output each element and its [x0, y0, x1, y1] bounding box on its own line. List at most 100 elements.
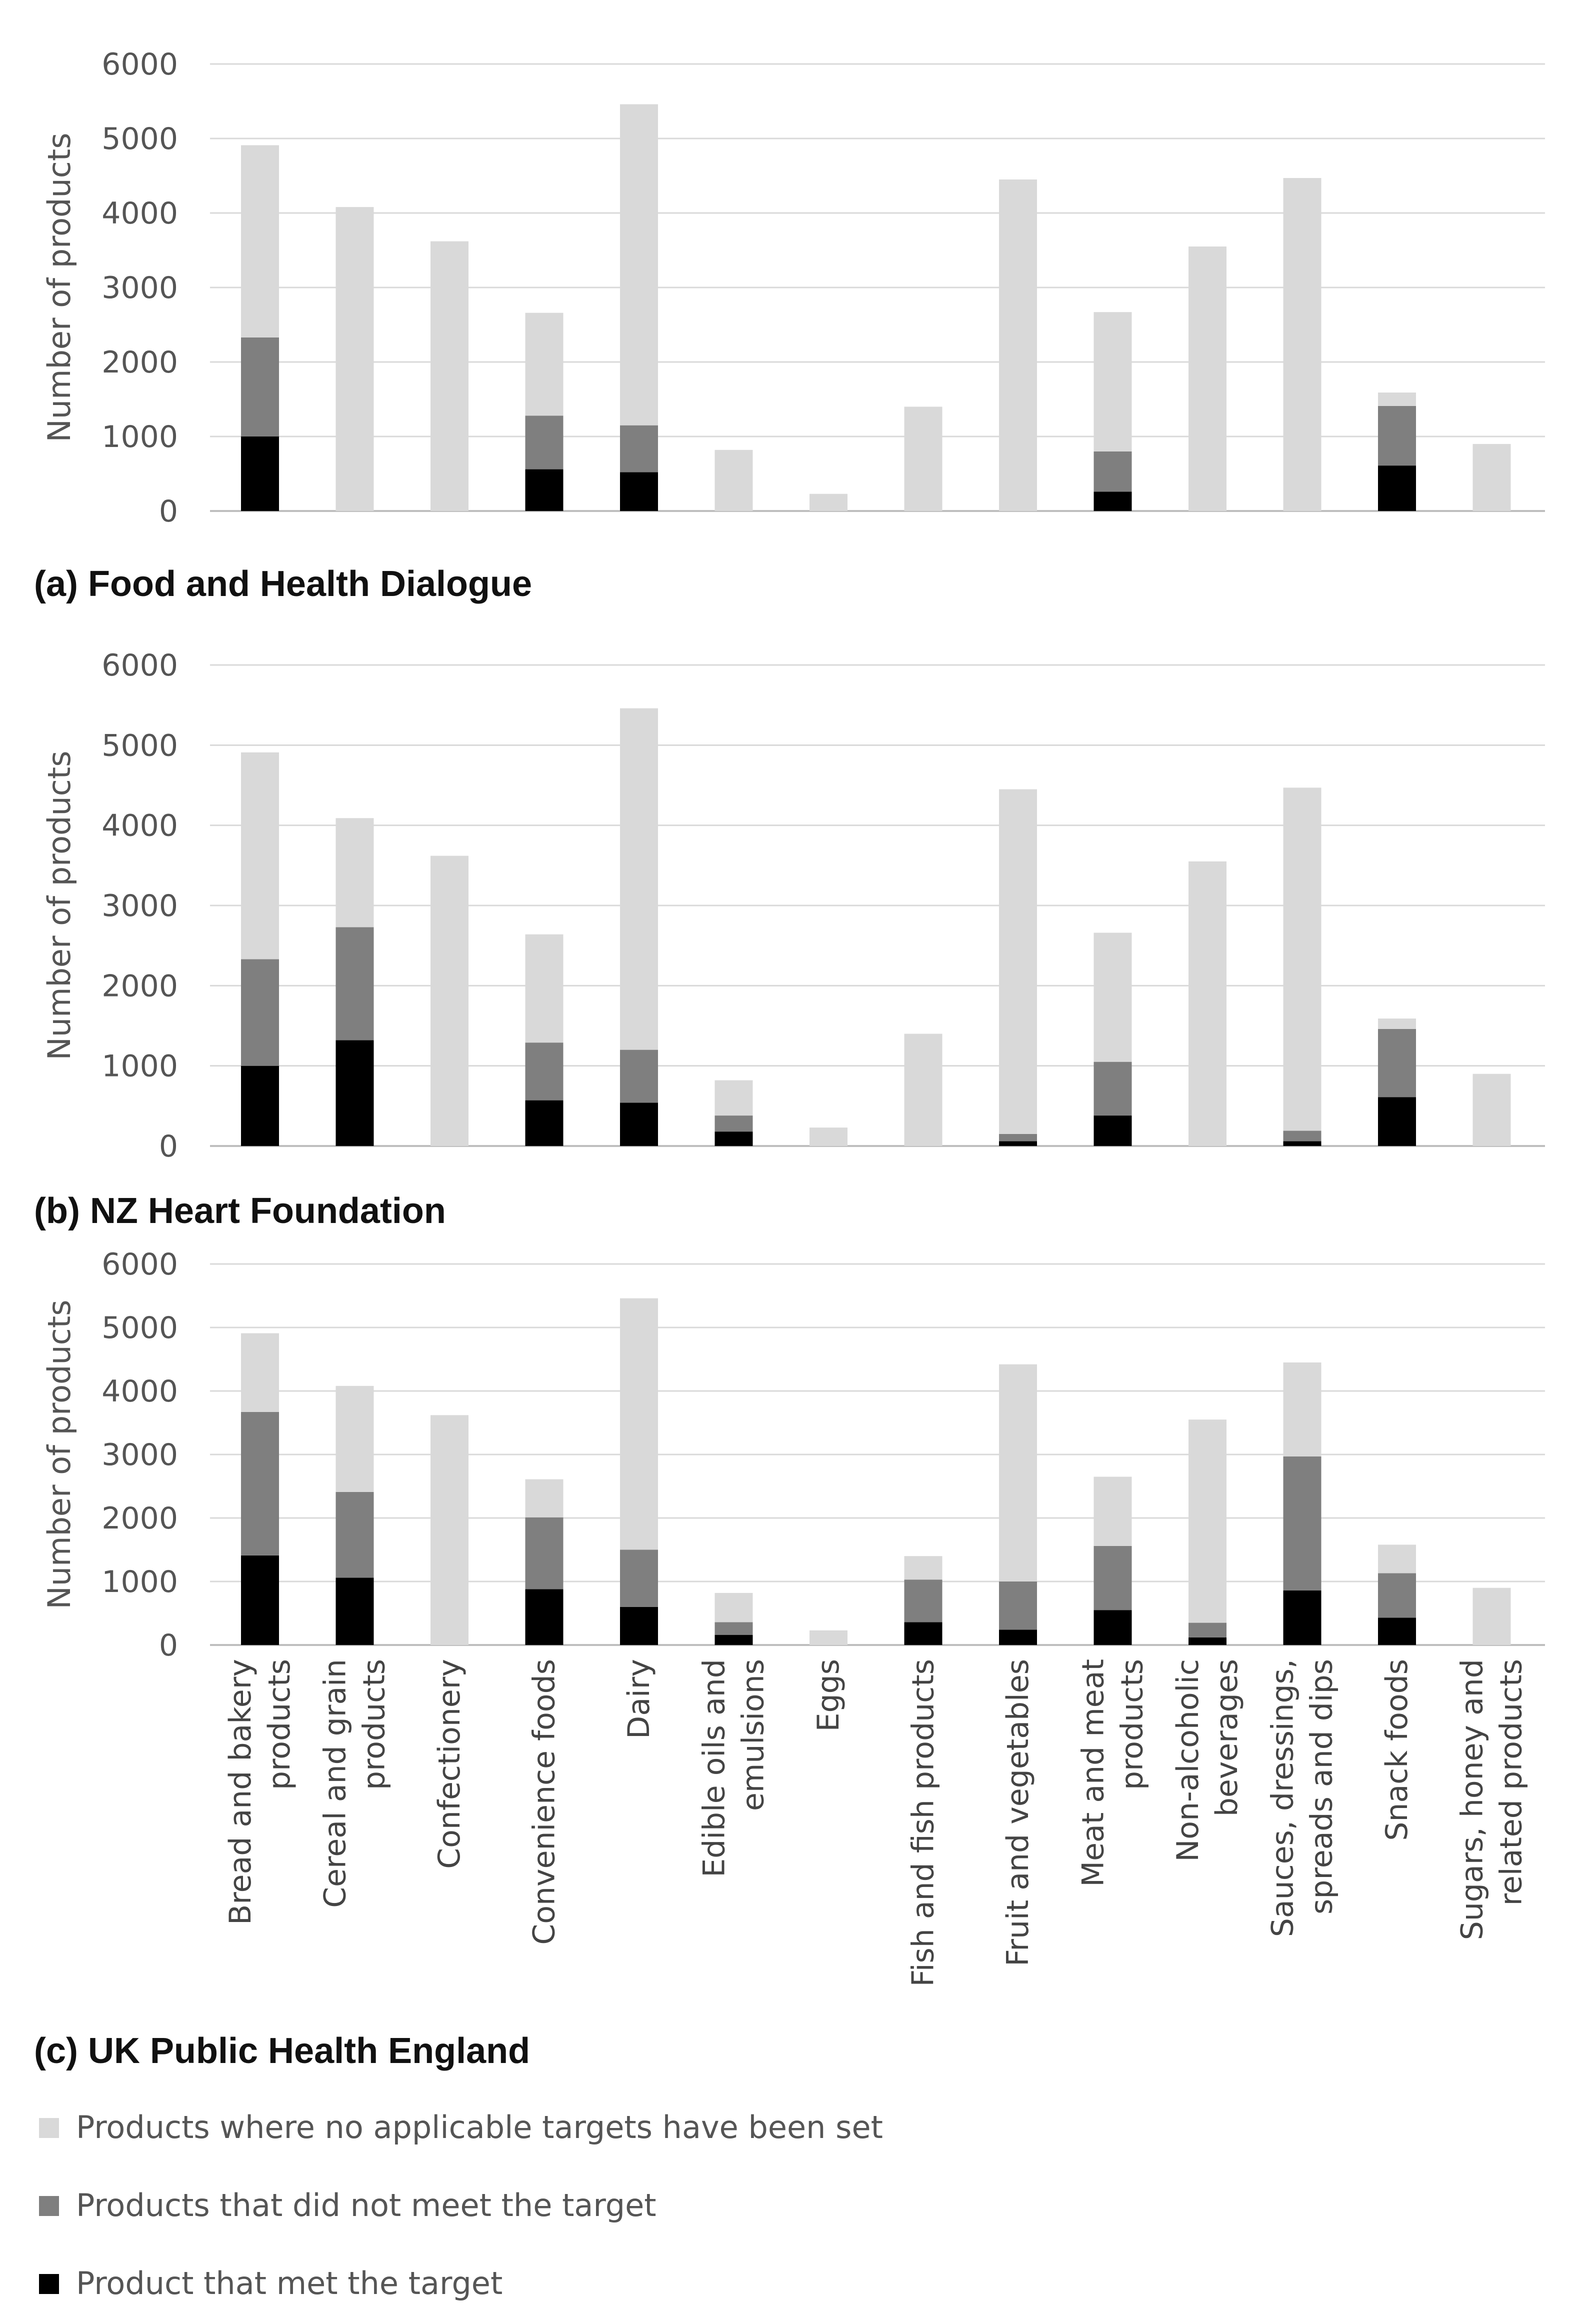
bar-no-target-14	[1472, 1074, 1511, 1146]
bar-not-met-6	[714, 1116, 753, 1132]
bar-no-target-5	[620, 1298, 658, 1550]
bar-no-target-8	[904, 1034, 942, 1146]
y-tick-label: 2000	[102, 345, 178, 380]
y-tick-label: 4000	[102, 196, 178, 231]
x-category-label: spreads and dips	[1304, 1659, 1340, 1914]
bar-not-met-12	[1283, 1456, 1322, 1590]
y-tick-label: 3000	[102, 888, 178, 924]
x-category-label: Bread and bakery	[223, 1659, 258, 1925]
category-axis-labels: Bread and bakery products Cereal and grain…	[223, 1659, 1529, 1986]
y-tick-label: 4000	[102, 808, 178, 844]
bar-no-target-8	[904, 406, 942, 511]
bar-not-met-10	[1094, 451, 1132, 492]
bar-not-met-10	[1094, 1062, 1132, 1116]
bar-no-target-9	[999, 1364, 1037, 1582]
bar-no-target-8	[904, 1556, 942, 1580]
bar-no-target-12	[1283, 1362, 1322, 1456]
x-category-label: Edible oils and	[697, 1659, 732, 1878]
bar-met-10	[1094, 492, 1132, 511]
bar-no-target-13	[1378, 1544, 1416, 1574]
bar-not-met-10	[1094, 1546, 1132, 1610]
bar-no-target-4	[525, 1479, 564, 1518]
bar-no-target-12	[1283, 788, 1322, 1131]
bar-met-11	[1188, 1637, 1226, 1645]
x-category-label: related products	[1494, 1659, 1529, 1906]
legend: Products where no applicable targets hav…	[39, 2109, 883, 2302]
x-category-label: Cereal and grain	[318, 1659, 353, 1908]
bar-no-target-7	[810, 1630, 848, 1645]
y-tick-label: 2000	[102, 1501, 178, 1536]
bar-no-target-1	[241, 752, 279, 960]
y-tick-label: 6000	[102, 47, 178, 82]
bar-no-target-6	[714, 450, 753, 511]
legend-label: Product that met the target	[76, 2265, 502, 2302]
x-category-label: beverages	[1210, 1659, 1244, 1816]
x-category-label: Sauces, dressings,	[1266, 1659, 1300, 1937]
x-category-label: Fish and fish products	[906, 1659, 941, 1986]
bar-no-target-1	[241, 145, 279, 338]
bar-not-met-4	[525, 1042, 564, 1100]
bar-not-met-5	[620, 1550, 658, 1607]
bar-no-target-2	[336, 818, 374, 928]
bar-no-target-5	[620, 708, 658, 1050]
bar-no-target-11	[1188, 861, 1226, 1146]
y-tick-label: 0	[159, 1129, 178, 1164]
x-category-label: Snack foods	[1380, 1659, 1414, 1841]
bar-not-met-12	[1283, 1130, 1322, 1142]
bar-not-met-13	[1378, 1028, 1416, 1098]
bar-not-met-5	[620, 1050, 658, 1103]
y-tick-label: 1000	[102, 1564, 178, 1600]
bar-met-2	[336, 1040, 374, 1146]
bar-not-met-1	[241, 337, 279, 436]
y-axis-label: Number of products	[41, 1300, 78, 1609]
bar-no-target-11	[1188, 1420, 1226, 1623]
bar-no-target-5	[620, 104, 658, 426]
legend-label: Products that did not meet the target	[76, 2187, 656, 2224]
bar-no-target-10	[1094, 932, 1132, 1062]
legend-swatch-no-target	[39, 2118, 59, 2138]
bar-not-met-11	[1188, 1622, 1226, 1638]
bar-met-12	[1283, 1590, 1322, 1645]
bar-met-5	[620, 1102, 658, 1146]
bar-met-4	[525, 1100, 564, 1146]
bar-no-target-14	[1472, 1588, 1511, 1645]
bar-not-met-8	[904, 1580, 942, 1622]
bar-no-target-1	[241, 1333, 279, 1412]
bar-met-4	[525, 469, 564, 511]
bar-met-9	[999, 1630, 1037, 1645]
x-category-label: Sugars, honey and	[1455, 1659, 1490, 1940]
y-tick-label: 6000	[102, 1247, 178, 1282]
chart-panels: 0 1000 2000 3000 4000 5000 6000 Number of produ…	[34, 47, 1545, 2071]
bar-no-target-14	[1472, 444, 1511, 511]
bar-not-met-9	[999, 1134, 1037, 1142]
bar-met-13	[1378, 466, 1416, 511]
bar-no-target-3	[430, 241, 468, 511]
chart-panel-3: 0 1000 2000 3000 4000 5000 6000 Number of produ…	[34, 1247, 1545, 2071]
x-category-label: Convenience foods	[527, 1659, 562, 1945]
bar-no-target-7	[810, 494, 848, 511]
bar-not-met-9	[999, 1582, 1037, 1630]
y-tick-label: 5000	[102, 728, 178, 763]
y-tick-label: 6000	[102, 648, 178, 683]
y-tick-label: 5000	[102, 1310, 178, 1346]
bar-not-met-2	[336, 1492, 374, 1578]
bar-no-target-12	[1283, 178, 1322, 512]
bar-no-target-10	[1094, 1476, 1132, 1546]
bar-met-8	[904, 1622, 942, 1645]
y-tick-label: 2000	[102, 968, 178, 1004]
bar-met-1	[241, 436, 279, 511]
chart-panel-1: 0 1000 2000 3000 4000 5000 6000 Number of produ…	[34, 47, 1545, 604]
bar-no-target-4	[525, 312, 564, 416]
bar-no-target-11	[1188, 246, 1226, 511]
chart-panel-2: 0 1000 2000 3000 4000 5000 6000 Number of produ…	[34, 648, 1545, 1231]
y-tick-label: 5000	[102, 122, 178, 156]
bar-no-target-3	[430, 1415, 468, 1645]
bar-not-met-5	[620, 425, 658, 472]
bar-met-5	[620, 472, 658, 511]
x-category-label: products	[357, 1659, 392, 1790]
x-category-label: emulsions	[736, 1659, 771, 1811]
bar-met-13	[1378, 1097, 1416, 1146]
bar-met-10	[1094, 1116, 1132, 1146]
bar-no-target-2	[336, 1386, 374, 1492]
bar-met-13	[1378, 1618, 1416, 1645]
